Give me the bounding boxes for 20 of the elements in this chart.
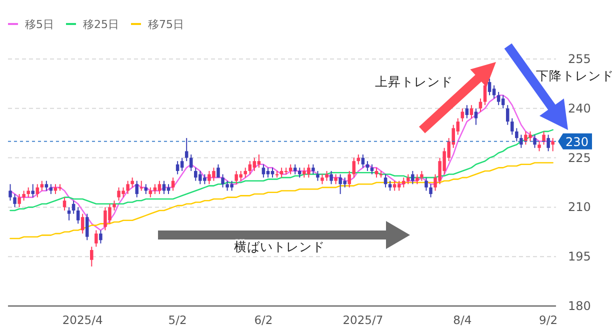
- annotation: 横ばいトレンド: [234, 239, 325, 254]
- x-tick-label: 9/2: [539, 313, 558, 327]
- x-tick-label: 5/2: [168, 313, 187, 327]
- annotation: 上昇トレンド: [375, 74, 453, 89]
- y-tick-label: 240: [568, 101, 591, 116]
- y-tick-label: 225: [568, 150, 591, 165]
- x-tick-label: 2025/7: [342, 313, 384, 327]
- y-tick-label: 210: [568, 200, 591, 214]
- annotation: 下降トレンド: [536, 68, 614, 83]
- legend-label: 移25日: [83, 18, 119, 31]
- legend-label: 移75日: [148, 18, 184, 31]
- ref-line-label: 230: [566, 134, 588, 149]
- y-tick-label: 180: [568, 299, 591, 313]
- legend-label: 移5日: [25, 18, 54, 31]
- price-badge: 230: [558, 133, 592, 150]
- x-tick-label: 6/2: [254, 313, 273, 327]
- y-tick-label: 195: [568, 250, 591, 264]
- x-tick-label: 2025/4: [62, 313, 103, 327]
- x-tick-label: 8/4: [453, 313, 472, 327]
- y-tick-label: 255: [568, 52, 591, 66]
